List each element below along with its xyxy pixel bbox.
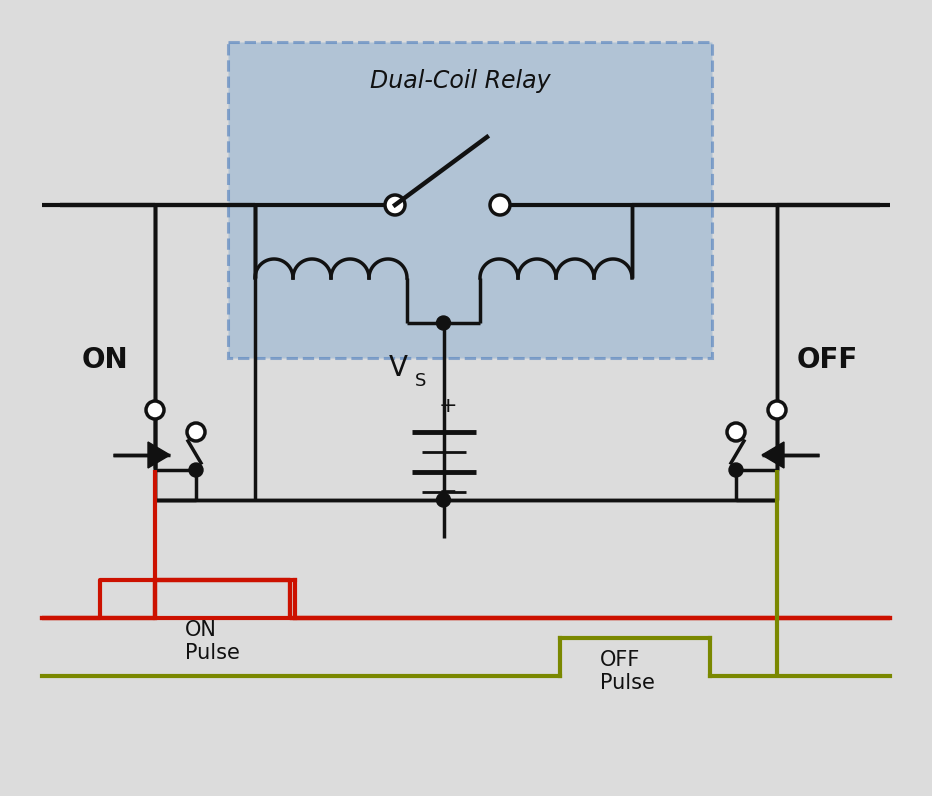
- Text: V: V: [389, 354, 408, 382]
- Circle shape: [490, 195, 510, 215]
- Text: ON
Pulse: ON Pulse: [185, 620, 240, 663]
- Text: +: +: [439, 396, 458, 416]
- Circle shape: [189, 463, 203, 477]
- FancyBboxPatch shape: [228, 42, 712, 358]
- Text: OFF: OFF: [796, 346, 857, 374]
- Text: S: S: [415, 372, 426, 390]
- Circle shape: [768, 401, 786, 419]
- Polygon shape: [148, 442, 170, 468]
- Circle shape: [385, 195, 405, 215]
- Circle shape: [436, 316, 450, 330]
- Text: Dual-Coil Relay: Dual-Coil Relay: [370, 69, 551, 93]
- Circle shape: [146, 401, 164, 419]
- Text: OFF
Pulse: OFF Pulse: [600, 650, 655, 693]
- Circle shape: [727, 423, 745, 441]
- Text: −: −: [439, 482, 458, 502]
- Circle shape: [729, 463, 743, 477]
- Circle shape: [187, 423, 205, 441]
- Circle shape: [436, 493, 450, 507]
- Polygon shape: [762, 442, 784, 468]
- Text: ON: ON: [82, 346, 129, 374]
